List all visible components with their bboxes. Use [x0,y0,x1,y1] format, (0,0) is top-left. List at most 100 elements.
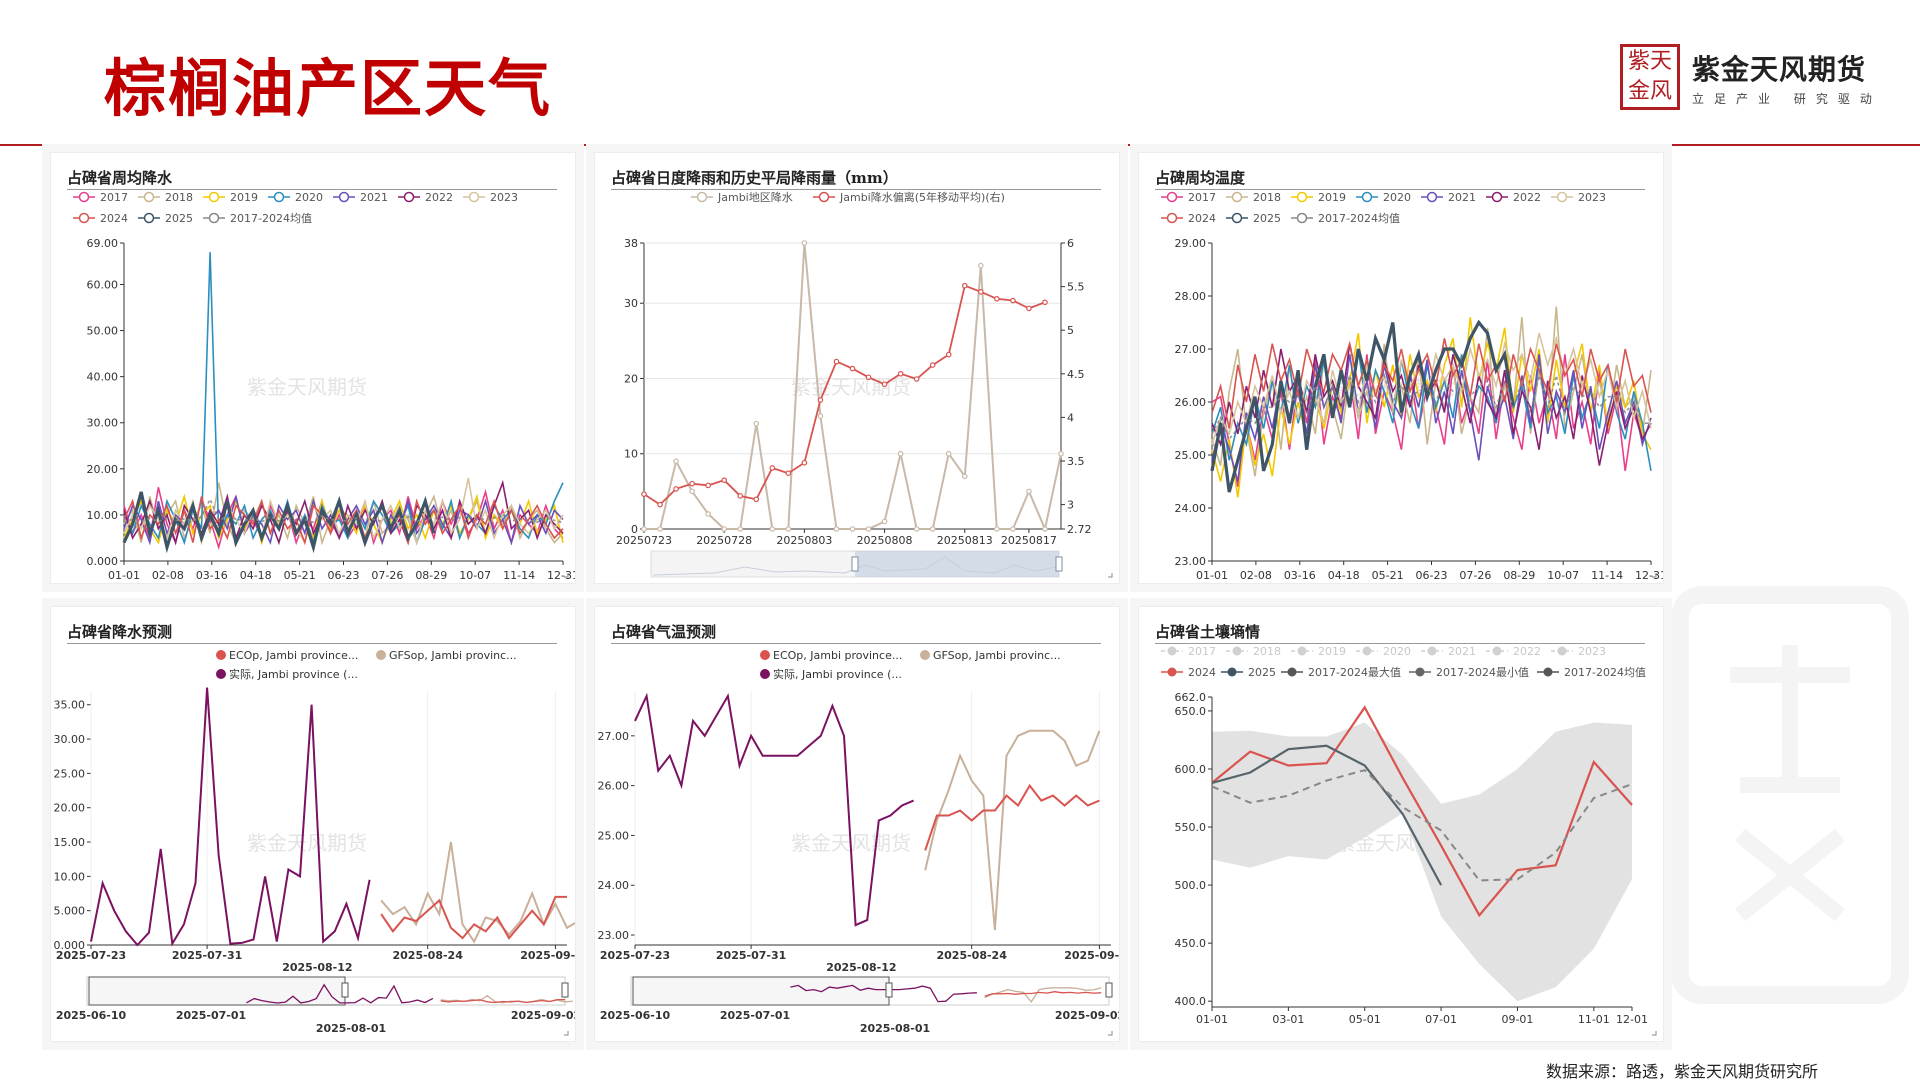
resize-corner-icon [564,573,569,578]
data-point [657,501,663,508]
y-tick-label: 20.00 [87,463,119,476]
zoom-tick-label: 2025-08-01 [316,1022,386,1035]
zoom-series-ECOp [440,998,565,1004]
chart-panel-soil: 占碑省土壤墒情 紫金天风期货 2017 2018 2019 2020 2021 2022 2… [1138,606,1664,1042]
x-tick-label: 2025-07-23 [600,949,670,962]
resize-corner-icon [1108,1031,1113,1036]
x-tick-label: 10-07 [1547,569,1579,582]
zoom-tick-label: 2025-09-02 [511,1009,575,1022]
legend-marker [143,191,155,203]
zoom-slider-window [855,551,1059,577]
series-line-2017-2024均值 [1211,768,1633,882]
data-point [753,496,760,503]
legend-marker [1167,667,1177,677]
legend-label: 2024 [1188,212,1216,225]
data-point [689,480,695,487]
x-tick-label: 04-18 [240,569,272,582]
x-tick-label: 2025-08-12 [826,961,896,974]
x-tick-label: 07-26 [1459,569,1491,582]
data-point [961,473,968,480]
legend-marker [78,212,90,224]
legend-marker [1227,667,1237,677]
page-title: 棕榈油产区天气 [104,52,553,125]
y-tick-label: 35.00 [54,699,86,712]
chart-panel-daily-rain: 占碑省日度降雨和历史平局降雨量（mm） 紫金天风期货 Jambi地区降水 Jamb… [594,152,1120,584]
legend-label: 2019 [1318,191,1346,204]
legend-label: 2018 [165,191,193,204]
y-tick-label: 27.00 [598,730,630,743]
legend-label: 2017 [1188,191,1216,204]
series-line-2025 [1211,744,1443,886]
legend-label: 实际, Jambi province (... [773,667,902,681]
y-tick-label: 30.00 [87,417,119,430]
soil-chart: 2017 2018 2019 2020 2021 2022 2023 2024 2025 2017… [1161,645,1657,1036]
zoom-tick-label: 2025-06-10 [600,1009,671,1022]
data-point [817,413,824,419]
x-tick-label: 2025-08-12 [282,961,352,974]
y-tick-label: 4.5 [1067,368,1085,381]
x-tick-label: 2025-09-02 [520,949,575,962]
x-tick-label: 08-29 [1503,569,1535,582]
series-line-2024 [1211,338,1652,429]
y-tick-label: 10.00 [87,509,119,522]
y-tick-label: 400.0 [1175,995,1207,1008]
weekly-rain-chart: 2017 2018 2019 2020 2021 2022 2023 2024 2025 2017… [73,191,575,582]
y-tick-label: 0.000 [87,555,119,568]
data-point [737,493,744,499]
y-tick-label: 25.00 [54,767,86,780]
data-point [833,526,840,532]
legend-label: 2022 [1513,645,1541,658]
legend-label: 2021 [360,191,388,204]
chart-title: 占碑省气温预测 [611,623,717,641]
title-underline [1155,643,1645,644]
y-tick-label: 15.00 [54,836,86,849]
brand-slogan: 立足产业 研究驱动 [1692,92,1882,106]
legend-label: GFSop, Jambi provinc... [933,649,1061,662]
data-point [689,488,695,495]
x-tick-label: 02-08 [152,569,184,582]
x-tick-label: 02-08 [1240,569,1272,582]
data-point [785,526,792,532]
y-tick-label: 24.00 [1175,502,1207,515]
legend-label: 2017 [100,191,128,204]
zoom-handle-right [561,982,569,998]
y-tick-label: 5 [1067,324,1074,337]
x-tick-label: 20250808 [857,534,913,547]
legend-label: 2023 [1578,191,1606,204]
data-point [849,365,856,372]
zoom-handle-left [885,982,893,998]
legend-label: 2024 [1188,666,1216,679]
data-point [1026,305,1032,312]
series-line-2017 [123,487,564,551]
legend-label: 2018 [1253,645,1281,658]
series-line-ECOp [380,895,567,940]
x-tick-label: 20250813 [937,534,993,547]
series-line-实际 [90,687,371,947]
y-tick-label: 29.00 [1175,237,1207,250]
brand-logo: 紫天 金风 紫金天风期货 立足产业 研究驱动 [1620,44,1920,114]
legend-label: 2025 [1248,666,1276,679]
legend-marker [208,191,220,203]
data-point [994,296,1000,302]
legend-label: GFSop, Jambi provinc... [389,649,517,662]
zoom-handle-right [1055,556,1063,572]
series-line-ECOp [924,783,1100,851]
title-underline [611,643,1101,644]
data-point [753,420,760,427]
chart-title: 占碑省土壤墒情 [1155,623,1261,641]
x-tick-label: 20250728 [696,534,752,547]
zoom-slider-window [88,976,346,1006]
x-tick-label: 2025-08-24 [392,949,463,962]
data-point [1058,450,1064,457]
legend-marker [920,650,930,660]
legend-marker [1167,646,1177,656]
legend-marker [760,650,770,660]
x-tick-label: 03-01 [1272,1013,1304,1026]
chart-title: 占碑省降水预测 [67,623,173,641]
title-underline [67,189,557,190]
y-tick-label: 23.00 [1175,555,1207,568]
legend-label: 2017-2024最大值 [1308,665,1401,679]
legend-marker [1543,667,1553,677]
series-line-2025 [1210,319,1515,493]
data-point [721,526,727,532]
